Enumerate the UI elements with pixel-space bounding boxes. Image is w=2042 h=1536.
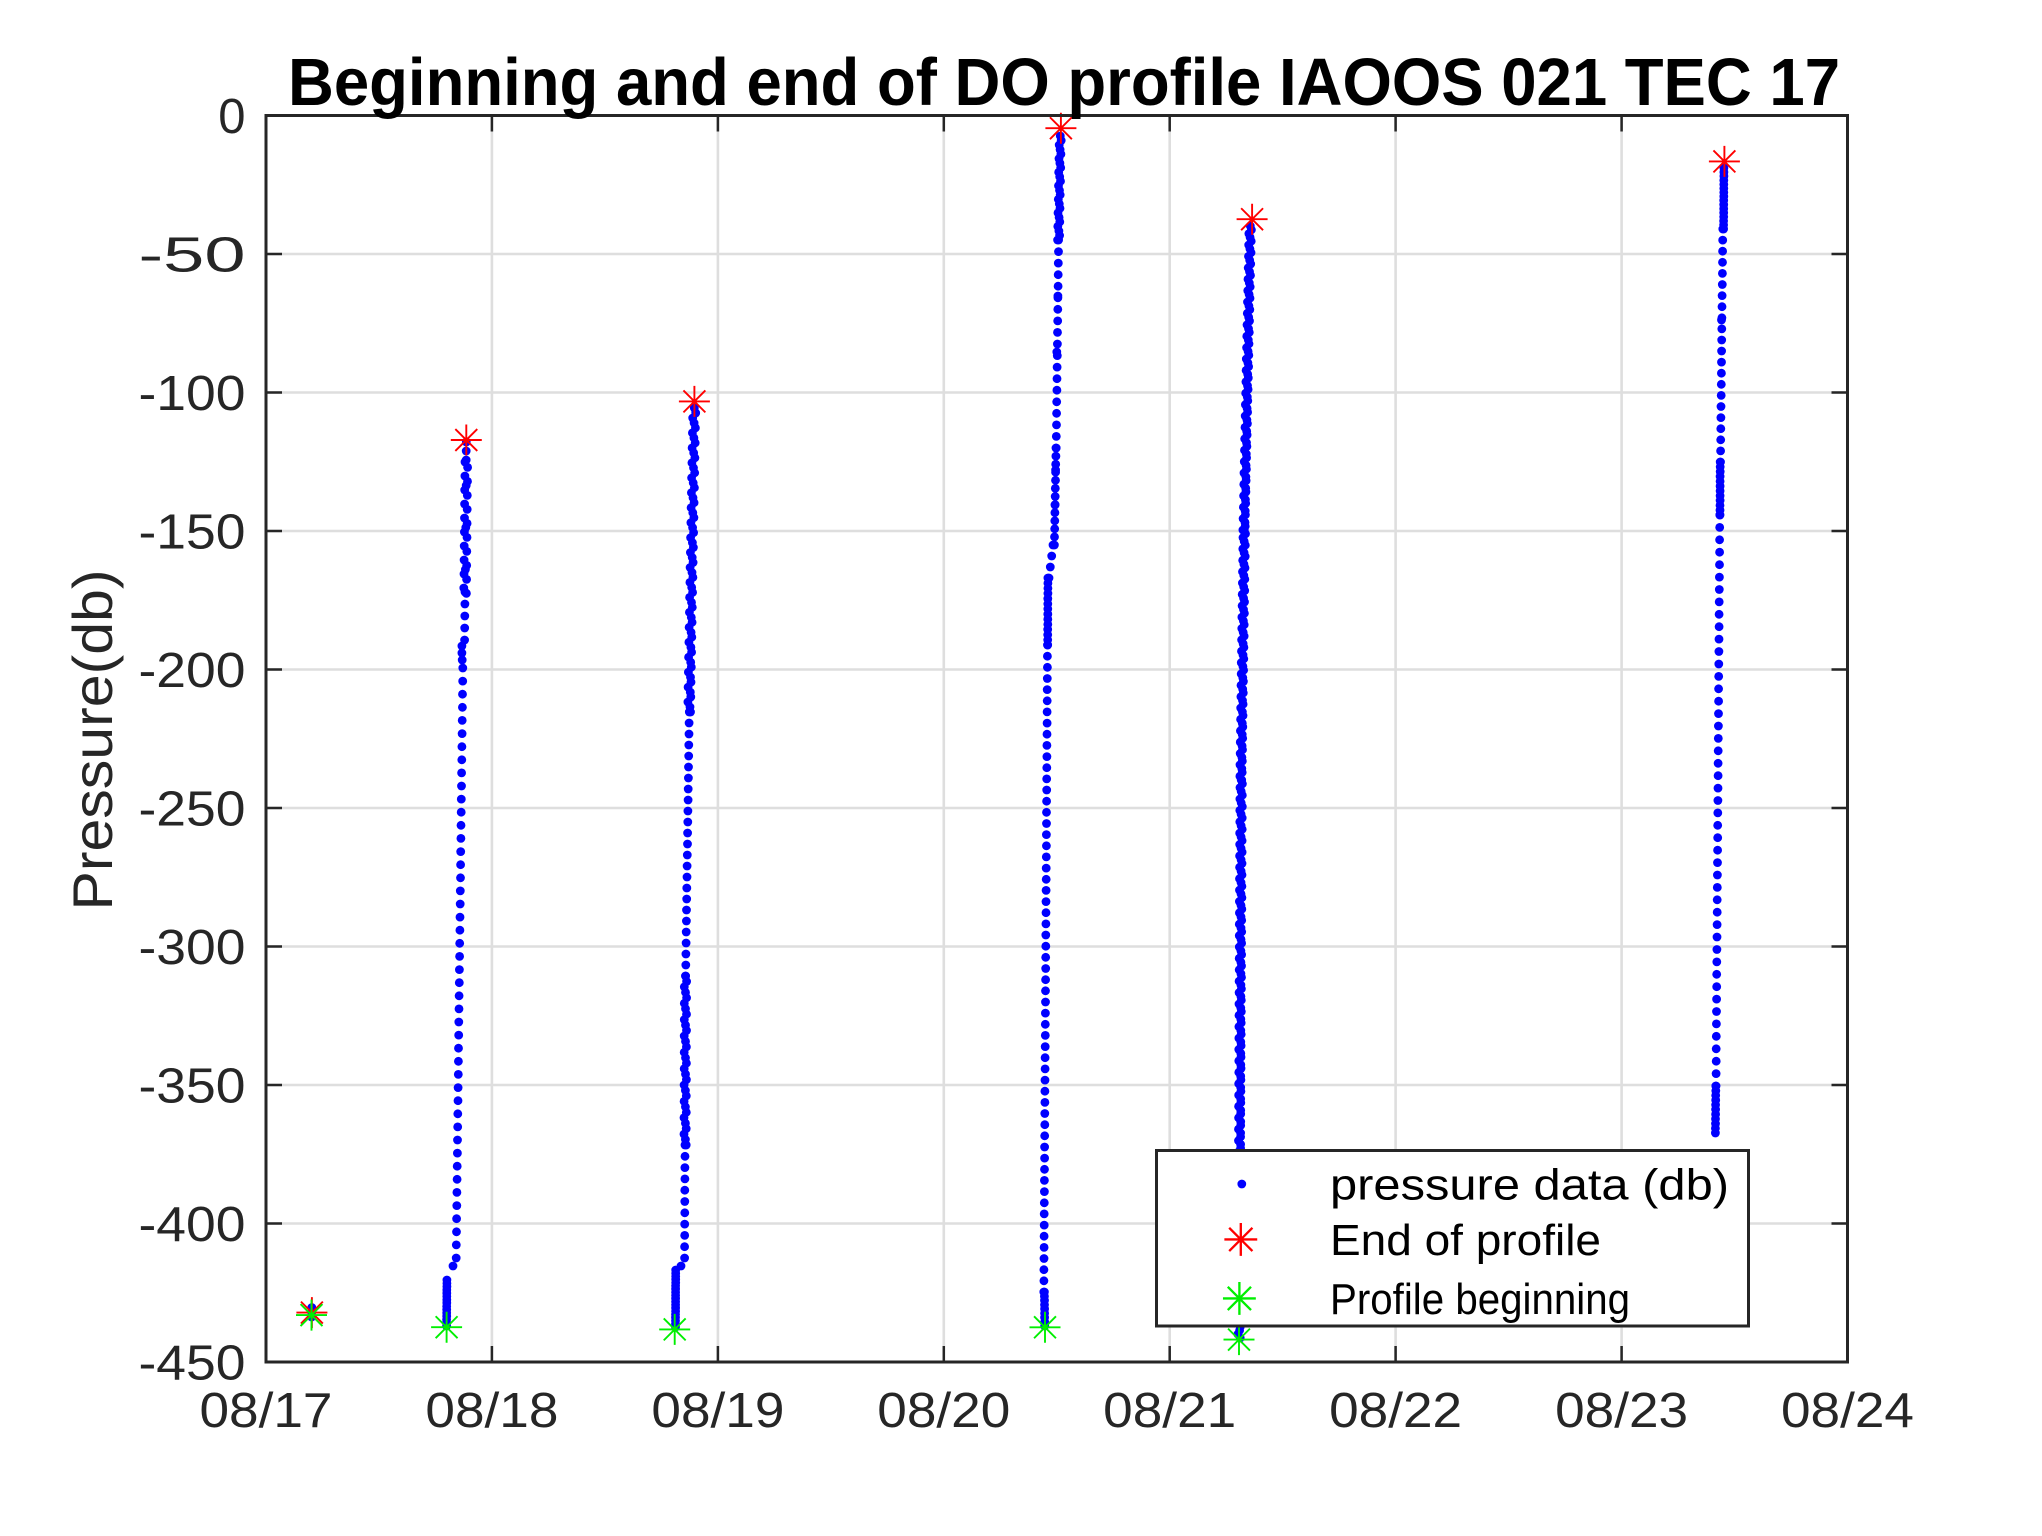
svg-text:Profile beginning: Profile beginning — [1330, 1275, 1630, 1324]
svg-text:Beginning and end of DO profil: Beginning and end of DO profile IAOOS 02… — [288, 45, 1840, 120]
svg-text:08/18: 08/18 — [425, 1384, 558, 1438]
svg-text:-150: -150 — [139, 506, 246, 560]
svg-text:08/19: 08/19 — [651, 1384, 784, 1438]
svg-text:End of profile: End of profile — [1330, 1216, 1601, 1265]
svg-text:-300: -300 — [139, 921, 246, 975]
svg-text:-350: -350 — [139, 1060, 246, 1114]
svg-text:08/22: 08/22 — [1329, 1384, 1462, 1438]
svg-text:-50: -50 — [139, 229, 246, 283]
svg-text:-450: -450 — [139, 1337, 246, 1391]
svg-text:-250: -250 — [139, 783, 246, 837]
svg-text:-200: -200 — [139, 644, 246, 698]
svg-text:08/23: 08/23 — [1555, 1384, 1688, 1438]
svg-text:pressure data (db): pressure data (db) — [1330, 1161, 1729, 1210]
svg-text:-100: -100 — [139, 367, 246, 421]
svg-text:-400: -400 — [139, 1198, 246, 1252]
svg-text:08/24: 08/24 — [1781, 1384, 1914, 1438]
svg-text:08/21: 08/21 — [1103, 1384, 1236, 1438]
svg-text:08/17: 08/17 — [200, 1384, 333, 1438]
svg-text:08/20: 08/20 — [877, 1384, 1010, 1438]
svg-text:0: 0 — [218, 90, 245, 144]
svg-text:Pressure(db): Pressure(db) — [61, 570, 124, 911]
